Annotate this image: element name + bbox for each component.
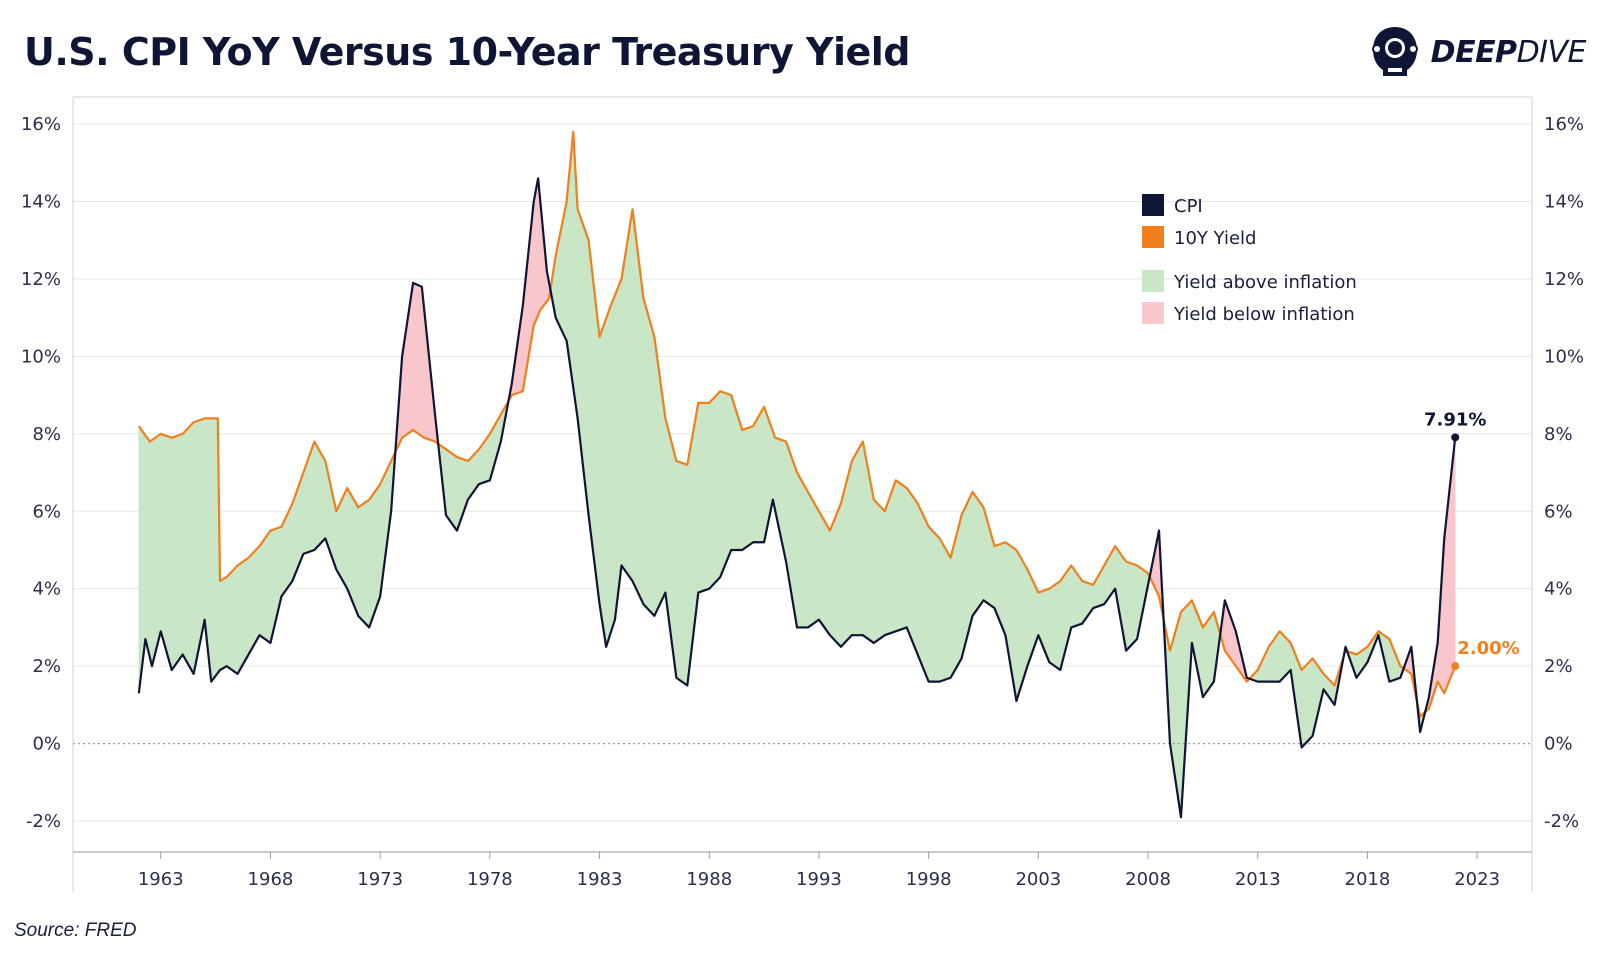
cpi-end-point xyxy=(1451,433,1460,442)
y-tick-label-right: 4% xyxy=(1544,579,1573,600)
series-line-cpi xyxy=(137,177,1457,819)
x-tick-label: 2018 xyxy=(1345,869,1391,890)
legend-swatch xyxy=(1142,302,1164,324)
brand-wordmark: DEEPDIVE xyxy=(1430,34,1587,70)
x-axis: 1963 1968 1973 1978 1983 1988 1993 1998 2003 2008… xyxy=(138,852,1500,890)
y-tick-label-left: 4% xyxy=(32,579,61,600)
brand-logo: DEEPDIVE xyxy=(1369,20,1587,84)
y-tick-label-left: 2% xyxy=(32,656,61,677)
y-tick-label-left: 8% xyxy=(32,424,61,445)
x-tick-label: 1973 xyxy=(357,869,403,890)
x-tick-label: 1978 xyxy=(467,869,513,890)
y-tick-label-left: 16% xyxy=(21,114,61,135)
y-tick-label-left: 6% xyxy=(32,501,61,522)
legend-label: Yield below inflation xyxy=(1173,304,1355,325)
legend-swatch xyxy=(1142,270,1164,292)
y-axis-right: 16% 14% 12% 10% 8% 6% 4% 2% 0% -2% xyxy=(1544,114,1584,832)
legend: CPI 10Y Yield Yield above inflation Yield b… xyxy=(1142,194,1357,325)
y-tick-label-right: 14% xyxy=(1544,192,1584,213)
legend-swatch xyxy=(1142,194,1164,216)
cpi-end-label: 7.91% xyxy=(1424,409,1486,430)
end-labels: 7.91% 2.00% xyxy=(1424,409,1520,671)
y-tick-label-left: 12% xyxy=(21,269,61,290)
x-tick-label: 2003 xyxy=(1015,869,1061,890)
source-note: Source: FRED xyxy=(14,920,137,941)
y-tick-label-left: -2% xyxy=(26,811,61,832)
y-tick-label-right: 16% xyxy=(1544,114,1584,135)
yield-end-point xyxy=(1451,662,1460,671)
diving-helmet-icon xyxy=(1371,27,1418,76)
legend-label: CPI xyxy=(1174,196,1203,217)
x-tick-label: 1983 xyxy=(577,869,623,890)
x-tick-label: 1963 xyxy=(138,869,184,890)
legend-swatch xyxy=(1142,226,1164,248)
y-tick-label-left: 14% xyxy=(21,192,61,213)
chart-title: U.S. CPI YoY Versus 10-Year Treasury Yie… xyxy=(24,30,911,74)
x-tick-label: 1998 xyxy=(906,869,952,890)
gridlines xyxy=(73,123,1532,822)
legend-label: 10Y Yield xyxy=(1174,228,1256,249)
series-line-10y-yield xyxy=(137,130,1457,718)
x-tick-label: 2023 xyxy=(1454,869,1500,890)
plot-frame xyxy=(72,96,1533,892)
x-tick-label: 2008 xyxy=(1125,869,1171,890)
legend-label: Yield above inflation xyxy=(1173,272,1357,293)
x-tick-label: 1968 xyxy=(248,869,294,890)
x-tick-label: 1988 xyxy=(686,869,732,890)
fill-yield-below xyxy=(1453,437,1456,669)
series-lines xyxy=(137,130,1457,819)
y-tick-label-left: 0% xyxy=(32,734,61,755)
y-tick-label-right: 8% xyxy=(1544,424,1573,445)
x-tick-label: 2013 xyxy=(1235,869,1281,890)
y-axis-left: 16% 14% 12% 10% 8% 6% 4% 2% 0% -2% xyxy=(21,114,61,832)
y-tick-label-right: 10% xyxy=(1544,346,1584,367)
y-tick-label-right: -2% xyxy=(1544,811,1579,832)
y-tick-label-right: 12% xyxy=(1544,269,1584,290)
y-tick-label-left: 10% xyxy=(21,346,61,367)
y-tick-label-right: 6% xyxy=(1544,501,1573,522)
y-tick-label-right: 2% xyxy=(1544,656,1573,677)
yield-end-label: 2.00% xyxy=(1457,638,1519,659)
x-tick-label: 1993 xyxy=(796,869,842,890)
y-tick-label-right: 0% xyxy=(1544,734,1573,755)
